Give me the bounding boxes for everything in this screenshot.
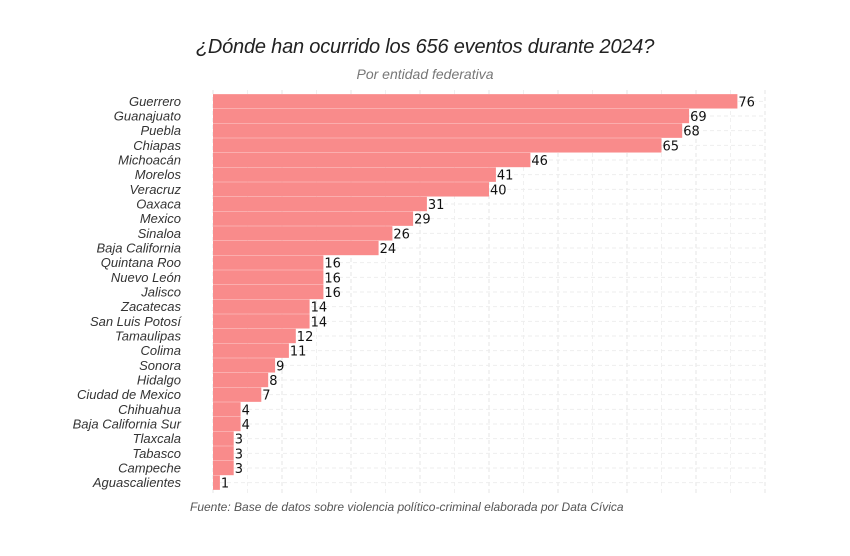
- bar: [213, 196, 427, 212]
- category-label: Baja California Sur: [73, 417, 182, 432]
- bar: [213, 299, 310, 314]
- bar: [213, 402, 241, 417]
- bar: [213, 167, 496, 182]
- category-label: Guanajuato: [114, 109, 181, 124]
- category-label: Tlaxcala: [133, 431, 181, 446]
- value-label: 65: [663, 139, 680, 154]
- value-label: 68: [683, 125, 700, 140]
- bar: [213, 358, 276, 373]
- bar: [213, 475, 220, 490]
- bar: [213, 372, 269, 388]
- category-label: Aguascalientes: [92, 475, 182, 490]
- value-label: 69: [690, 110, 707, 125]
- bar: [213, 314, 310, 329]
- bar: [213, 255, 324, 270]
- category-label: Veracruz: [129, 182, 181, 197]
- bar: [213, 284, 324, 300]
- value-label: 7: [262, 389, 270, 404]
- value-label: 3: [235, 462, 243, 477]
- value-label: 1: [221, 477, 229, 492]
- value-label: 8: [269, 374, 277, 389]
- category-label: Michoacán: [118, 153, 181, 168]
- bar: [213, 152, 531, 168]
- category-label: Sonora: [139, 358, 181, 373]
- category-label: Colima: [141, 343, 181, 358]
- bar: [213, 460, 234, 476]
- chart-source-caption: Fuente: Base de datos sobre violencia po…: [190, 500, 624, 514]
- value-label: 41: [497, 169, 514, 184]
- value-label: 14: [311, 315, 328, 330]
- chart-subtitle: Por entidad federativa: [356, 66, 494, 82]
- category-label: Tabasco: [132, 446, 181, 461]
- bar: [213, 328, 296, 344]
- value-label: 9: [276, 359, 284, 374]
- value-label: 3: [235, 447, 243, 462]
- bar: [213, 416, 241, 432]
- category-label: Chiapas: [133, 138, 181, 153]
- value-label: 4: [242, 403, 250, 418]
- category-label: Guerrero: [129, 94, 181, 109]
- value-label: 16: [324, 271, 341, 286]
- bar: [213, 431, 234, 446]
- category-label: Ciudad de Mexico: [77, 387, 181, 402]
- value-label: 16: [324, 286, 341, 301]
- value-label: 46: [531, 154, 548, 169]
- chart-title: ¿Dónde han ocurrido los 656 eventos dura…: [195, 36, 655, 58]
- category-label: Sinaloa: [138, 226, 181, 241]
- category-label: Zacatecas: [120, 299, 181, 314]
- category-label: Hidalgo: [137, 373, 181, 388]
- category-label: Baja California: [96, 241, 181, 256]
- bar: [213, 343, 289, 358]
- bar: [213, 108, 690, 124]
- bar: [213, 270, 324, 285]
- category-label: Campeche: [118, 461, 181, 476]
- bar: [213, 446, 234, 461]
- value-label: 29: [414, 213, 431, 228]
- category-label: Oaxaca: [136, 197, 181, 212]
- bar: [213, 240, 379, 256]
- bar: [213, 123, 683, 138]
- category-label: Mexico: [140, 211, 181, 226]
- bar: [213, 211, 414, 226]
- category-label: Morelos: [135, 167, 182, 182]
- value-label: 26: [393, 227, 410, 242]
- value-label: 12: [297, 330, 314, 345]
- bar: [213, 94, 738, 109]
- bar: [213, 226, 393, 241]
- value-label: 24: [380, 242, 397, 257]
- value-label: 14: [311, 301, 328, 316]
- category-label: Tamaulipas: [115, 329, 182, 344]
- value-label: 4: [242, 418, 250, 433]
- bar: [213, 387, 262, 402]
- value-label: 31: [428, 198, 445, 213]
- category-label: Puebla: [141, 123, 181, 138]
- category-label: Jalisco: [140, 285, 181, 300]
- category-label: Quintana Roo: [101, 255, 181, 270]
- value-label: 76: [738, 95, 755, 110]
- category-label: Chihuahua: [118, 402, 181, 417]
- bar: [213, 182, 489, 197]
- category-label: San Luis Potosí: [90, 314, 182, 329]
- value-label: 16: [324, 257, 341, 272]
- value-label: 3: [235, 433, 243, 448]
- category-label: Nuevo León: [111, 270, 181, 285]
- bar: [213, 138, 662, 153]
- value-label: 11: [290, 345, 307, 360]
- value-label: 40: [490, 183, 507, 198]
